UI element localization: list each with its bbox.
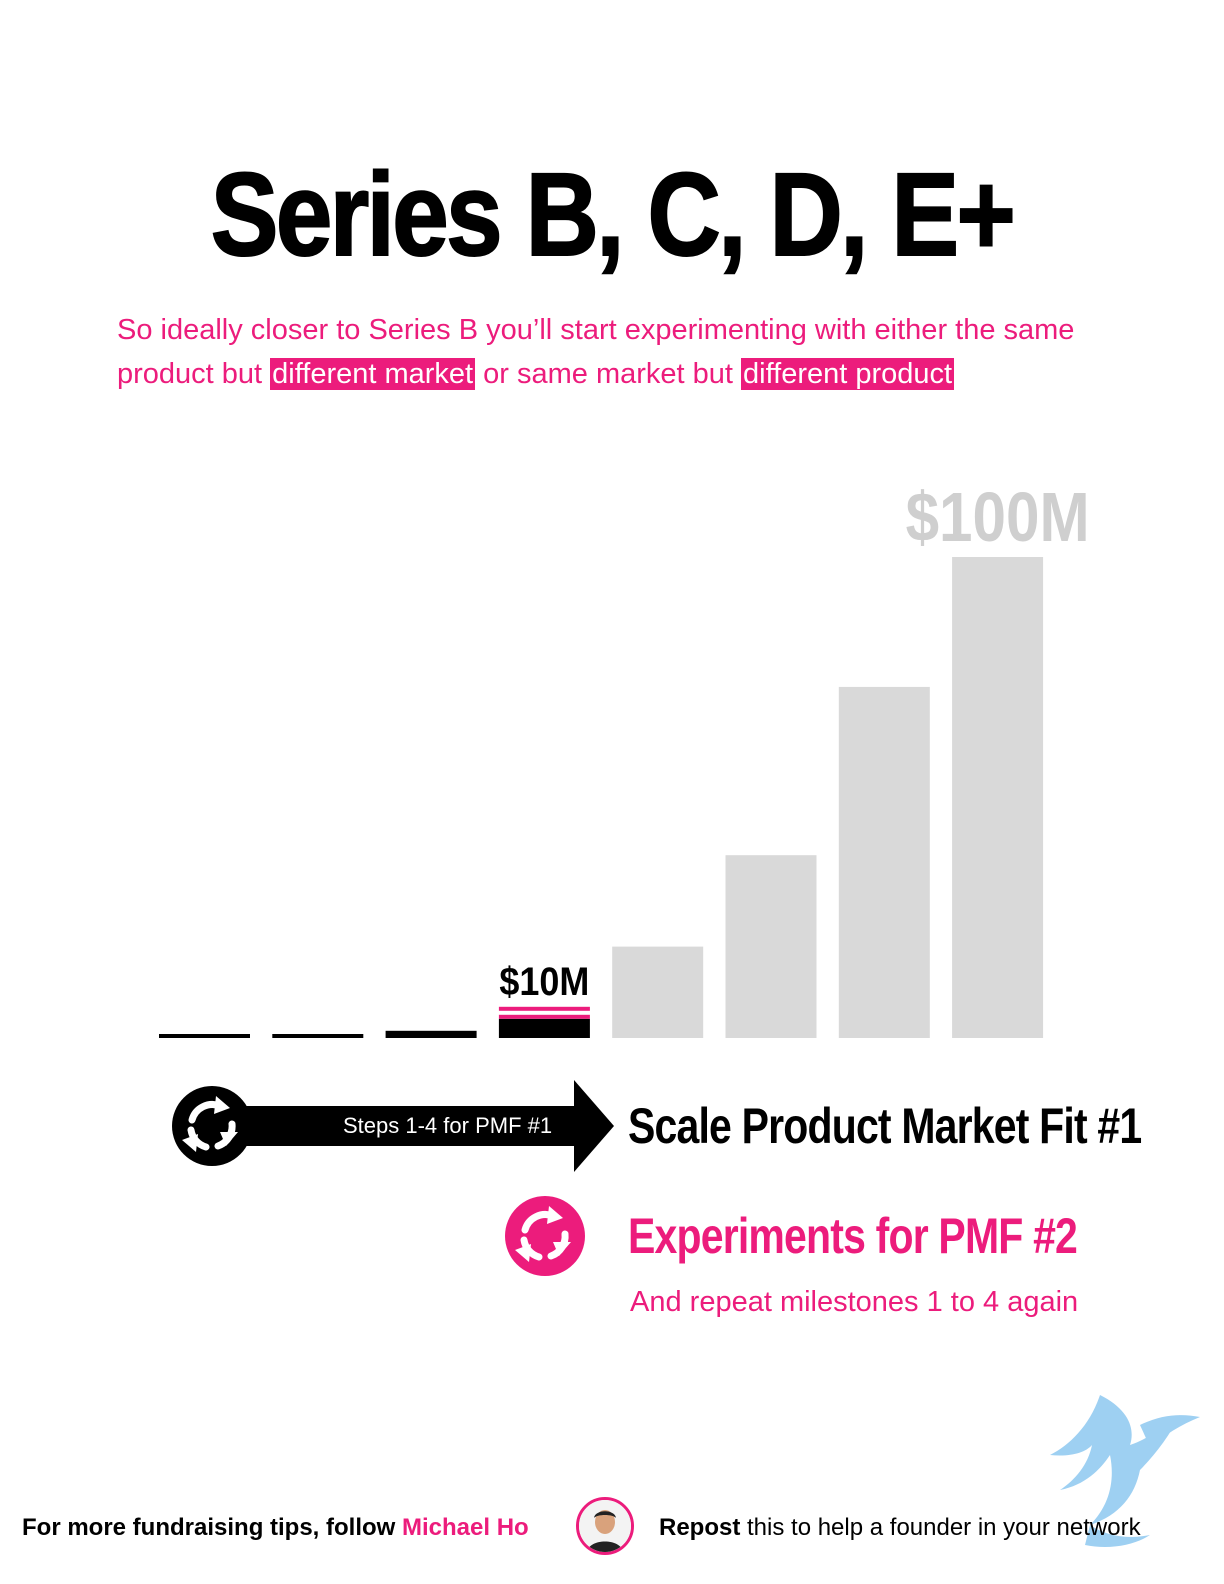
experiments-subtitle: And repeat milestones 1 to 4 again bbox=[630, 1286, 1079, 1318]
footer-prefix: For more fundraising tips, follow bbox=[22, 1514, 403, 1541]
subtitle-highlight-product: different product bbox=[741, 358, 955, 390]
bar-6 bbox=[725, 855, 817, 1038]
page-title: Series B, C, D, E+ bbox=[210, 149, 1017, 281]
data-label-2: $100M bbox=[906, 478, 1090, 556]
footer-repost: Repost this to help a founder in your ne… bbox=[659, 1510, 1141, 1546]
scale-pmf-label: Scale Product Market Fit #1 bbox=[628, 1098, 1142, 1154]
bar-1 bbox=[159, 1034, 250, 1038]
funding-bar-chart: $10M $100M bbox=[159, 478, 1090, 1038]
subtitle-highlight-market: different market bbox=[270, 358, 476, 390]
footer-repost-rest: this to help a founder in your network bbox=[740, 1514, 1141, 1541]
subtitle-text-2: or same market but bbox=[475, 358, 742, 390]
footer-follow: For more fundraising tips, follow Michae… bbox=[22, 1510, 529, 1546]
footer: For more fundraising tips, follow Michae… bbox=[22, 1510, 1202, 1550]
bar-8 bbox=[952, 557, 1044, 1038]
data-label-1: $10M bbox=[499, 960, 589, 1004]
cycle-arrows-icon bbox=[505, 1196, 585, 1276]
bar-4 bbox=[498, 1018, 590, 1038]
bar-2 bbox=[272, 1034, 364, 1038]
subtitle-text-1: So ideally closer to Series B you’ll sta… bbox=[117, 314, 1075, 390]
griffin-logo-watermark bbox=[1050, 1395, 1200, 1547]
experiments-title: Experiments for PMF #2 bbox=[628, 1208, 1078, 1264]
bar-7 bbox=[838, 686, 930, 1038]
bar-accent-stripe-2 bbox=[498, 1014, 590, 1019]
author-link[interactable]: Michael Ho bbox=[402, 1514, 529, 1541]
bar-accent-stripe-1 bbox=[498, 1006, 590, 1011]
avatar-portrait bbox=[579, 1500, 631, 1552]
footer-repost-bold: Repost bbox=[659, 1514, 741, 1541]
bar-3 bbox=[385, 1030, 477, 1038]
page-subtitle: So ideally closer to Series B you’ll sta… bbox=[117, 308, 1157, 396]
steps-arrow bbox=[210, 1080, 614, 1172]
cycle-arrows-icon bbox=[172, 1086, 252, 1166]
arrow-label: Steps 1-4 for PMF #1 bbox=[343, 1113, 553, 1138]
avatar[interactable] bbox=[576, 1497, 634, 1555]
bar-5 bbox=[612, 946, 704, 1038]
